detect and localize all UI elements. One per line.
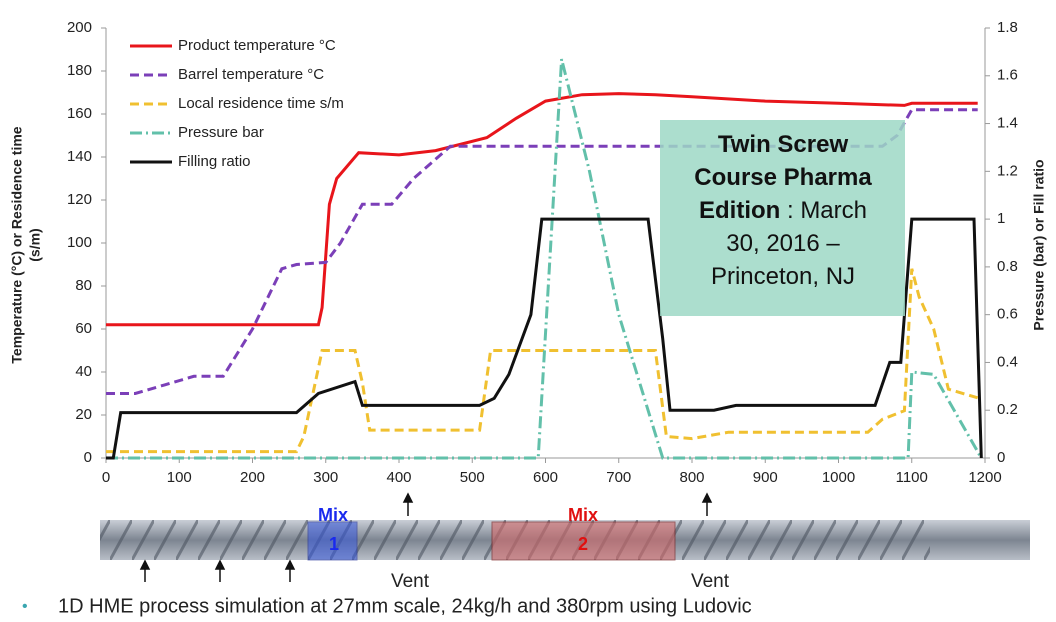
y2-tick-label: 0.2 [997, 401, 1018, 418]
bullet: • [22, 598, 28, 615]
y-tick-label: 120 [67, 191, 92, 208]
x-tick-label: 400 [386, 469, 411, 486]
x-tick-label: 1100 [896, 469, 928, 486]
y-tick-label: 200 [67, 19, 92, 36]
vent-label: Vent [391, 571, 430, 592]
y2-tick-label: 1.4 [997, 115, 1018, 132]
x-tick-label: 1200 [968, 469, 1001, 486]
caption: 1D HME process simulation at 27mm scale,… [58, 595, 752, 617]
annotation-text: Twin Screw Course Pharma Edition : March… [683, 128, 883, 293]
x-tick-label: 700 [606, 469, 631, 486]
chart: Temperature (°C) or Residence time (s/m)… [0, 0, 1056, 622]
annotation: Twin Screw Course Pharma Edition : March… [668, 128, 898, 313]
x-tick-label: 0 [102, 469, 110, 486]
x-tick-label: 500 [460, 469, 485, 486]
x-tick-label: 600 [533, 469, 558, 486]
mix-number: 2 [578, 534, 588, 554]
legend-label: Filling ratio [178, 153, 251, 170]
y2-tick-label: 0 [997, 449, 1005, 466]
y-tick-label: 180 [67, 62, 92, 79]
y-tick-label: 0 [84, 449, 92, 466]
x-tick-label: 100 [167, 469, 192, 486]
mix-label: Mix [318, 505, 348, 525]
x-tick-label: 300 [313, 469, 338, 486]
y2-tick-label: 0.8 [997, 258, 1018, 275]
y-tick-label: 160 [67, 105, 92, 122]
y2-tick-label: 1.2 [997, 162, 1018, 179]
mix-label: Mix [568, 505, 598, 525]
y-tick-label: 140 [67, 148, 92, 165]
legend-label: Local residence time s/m [178, 95, 344, 112]
y2-tick-label: 1 [997, 210, 1005, 227]
screw-diagram: Mix 1 Mix 2 Vent Vent [100, 494, 1030, 592]
y2-tick-label: 0.4 [997, 353, 1018, 370]
mix-number: 1 [329, 534, 339, 554]
legend-label: Product temperature °C [178, 37, 336, 54]
legend-label: Pressure bar [178, 124, 264, 141]
x-tick-label: 900 [753, 469, 778, 486]
y-axis-label: (s/m) [27, 228, 43, 261]
y2-tick-label: 1.8 [997, 19, 1018, 36]
y-tick-label: 40 [75, 363, 92, 380]
y-tick-label: 60 [75, 320, 92, 337]
y2-tick-label: 1.6 [997, 67, 1018, 84]
y2-axis-label: Pressure (bar) or Fill ratio [1031, 159, 1047, 330]
y2-tick-label: 0.6 [997, 306, 1018, 323]
y-tick-label: 20 [75, 406, 92, 423]
x-tick-label: 800 [679, 469, 704, 486]
y-tick-label: 100 [67, 234, 92, 251]
legend-label: Barrel temperature °C [178, 66, 324, 83]
x-tick-label: 1000 [822, 469, 855, 486]
x-tick-label: 200 [240, 469, 265, 486]
y-tick-label: 80 [75, 277, 92, 294]
vent-label: Vent [691, 571, 730, 592]
y-axis-label: Temperature (°C) or Residence time [9, 126, 25, 363]
